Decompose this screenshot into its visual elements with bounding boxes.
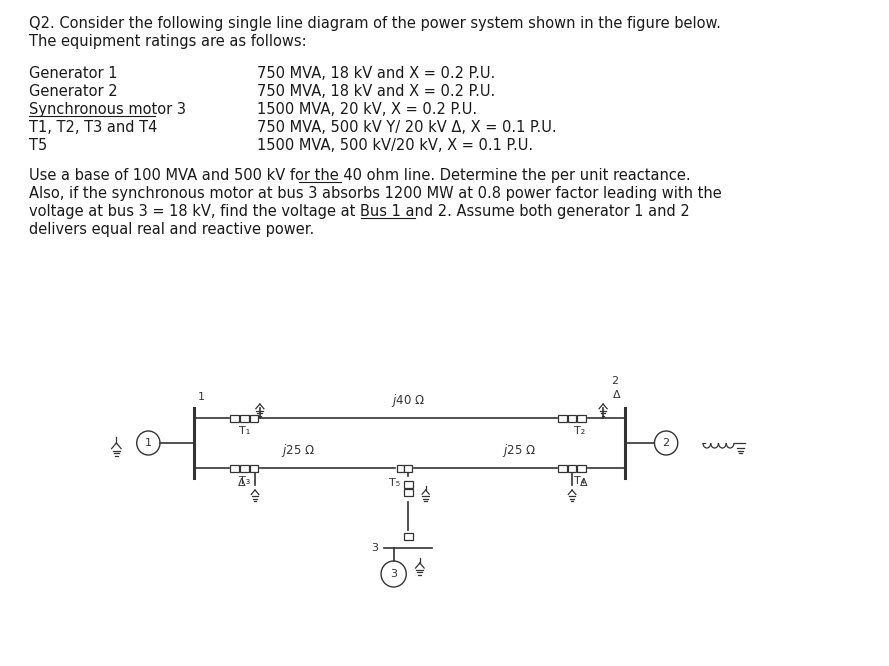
- Text: Δ: Δ: [613, 390, 621, 400]
- Bar: [568, 464, 576, 472]
- Bar: [230, 464, 239, 472]
- Text: T₃: T₃: [239, 476, 251, 486]
- Text: $j$40 $\Omega$: $j$40 $\Omega$: [391, 392, 425, 409]
- Bar: [240, 414, 249, 422]
- Text: delivers equal real and reactive power.: delivers equal real and reactive power.: [29, 222, 315, 237]
- Bar: [558, 464, 566, 472]
- Text: 1: 1: [145, 438, 152, 448]
- Text: The equipment ratings are as follows:: The equipment ratings are as follows:: [29, 34, 307, 49]
- Text: 750 MVA, 500 kV Y/ 20 kV Δ, X = 0.1 P.U.: 750 MVA, 500 kV Y/ 20 kV Δ, X = 0.1 P.U.: [257, 120, 557, 135]
- Text: T₄: T₄: [574, 476, 585, 486]
- Bar: [250, 414, 259, 422]
- Text: Generator 2: Generator 2: [29, 84, 117, 99]
- Text: Use a base of 100 MVA and 500 kV for the 40 ohm line. Determine the per unit rea: Use a base of 100 MVA and 500 kV for the…: [29, 168, 691, 183]
- Text: $j$25 $\Omega$: $j$25 $\Omega$: [281, 442, 315, 459]
- Text: Δ: Δ: [580, 478, 588, 488]
- Text: T₅: T₅: [388, 478, 400, 488]
- Bar: [404, 533, 412, 539]
- Bar: [404, 488, 412, 496]
- Text: 3: 3: [390, 569, 397, 579]
- Text: 1500 MVA, 500 kV/20 kV, X = 0.1 P.U.: 1500 MVA, 500 kV/20 kV, X = 0.1 P.U.: [257, 138, 533, 153]
- Text: Synchronous motor 3: Synchronous motor 3: [29, 102, 186, 117]
- Text: Q2. Consider the following single line diagram of the power system shown in the : Q2. Consider the following single line d…: [29, 16, 721, 31]
- Text: 3: 3: [372, 543, 379, 553]
- Text: 750 MVA, 18 kV and X = 0.2 P.U.: 750 MVA, 18 kV and X = 0.2 P.U.: [257, 66, 495, 81]
- Bar: [240, 464, 249, 472]
- Text: 1: 1: [197, 392, 204, 402]
- Text: voltage at bus 3 = 18 kV, find the voltage at Bus 1 and 2. Assume both generator: voltage at bus 3 = 18 kV, find the volta…: [29, 204, 690, 219]
- Text: 2: 2: [662, 438, 669, 448]
- Bar: [396, 464, 404, 472]
- Text: 750 MVA, 18 kV and X = 0.2 P.U.: 750 MVA, 18 kV and X = 0.2 P.U.: [257, 84, 495, 99]
- Text: Also, if the synchronous motor at bus 3 absorbs 1200 MW at 0.8 power factor lead: Also, if the synchronous motor at bus 3 …: [29, 186, 722, 201]
- Text: Generator 1: Generator 1: [29, 66, 117, 81]
- Text: $j$25 $\Omega$: $j$25 $\Omega$: [501, 442, 536, 459]
- Bar: [250, 464, 259, 472]
- Bar: [568, 414, 576, 422]
- Text: 1500 MVA, 20 kV, X = 0.2 P.U.: 1500 MVA, 20 kV, X = 0.2 P.U.: [257, 102, 477, 117]
- Bar: [404, 464, 412, 472]
- Text: 2: 2: [611, 376, 618, 386]
- Text: T₂: T₂: [574, 426, 585, 436]
- Bar: [404, 480, 412, 488]
- Bar: [577, 414, 586, 422]
- Text: T₁: T₁: [239, 426, 251, 436]
- Bar: [230, 414, 239, 422]
- Bar: [558, 414, 566, 422]
- Text: Δ: Δ: [237, 478, 245, 488]
- Text: T1, T2, T3 and T4: T1, T2, T3 and T4: [29, 120, 157, 135]
- Text: T5: T5: [29, 138, 47, 153]
- Bar: [577, 464, 586, 472]
